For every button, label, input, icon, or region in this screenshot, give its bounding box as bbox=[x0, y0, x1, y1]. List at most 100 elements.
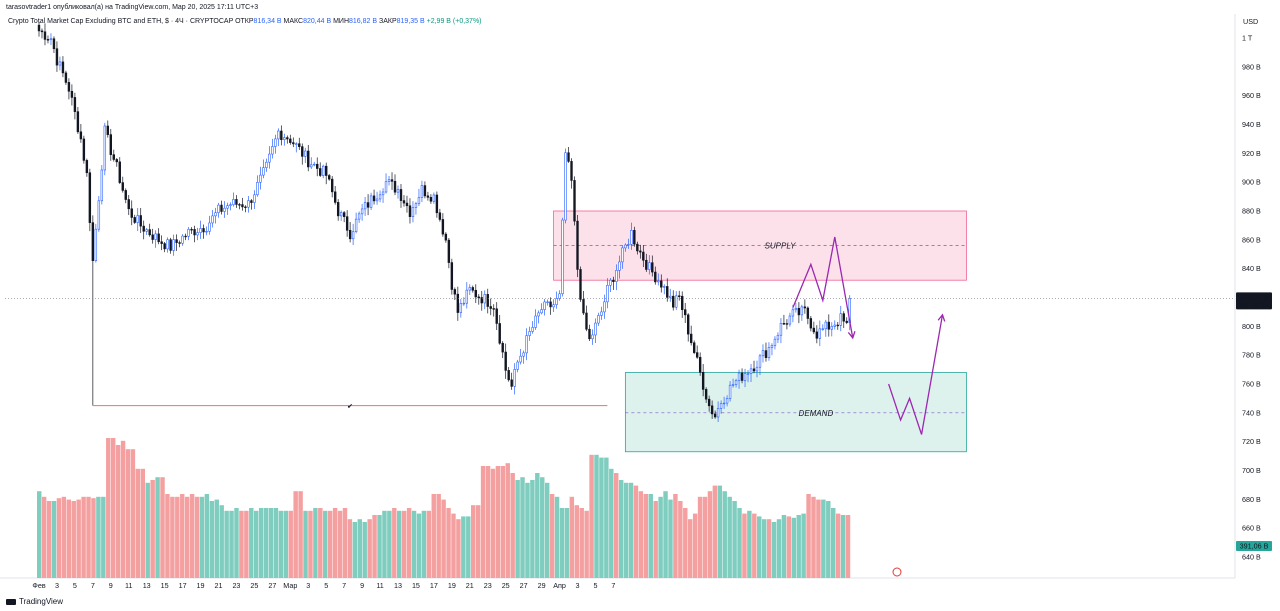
candle-body bbox=[381, 191, 385, 196]
candle-body bbox=[704, 389, 708, 400]
candle-body bbox=[624, 244, 627, 249]
volume-bar bbox=[401, 510, 407, 578]
candle-body bbox=[136, 215, 139, 223]
volume-bar bbox=[752, 513, 757, 578]
x-tick-label: 9 bbox=[360, 581, 364, 590]
candle-body bbox=[241, 204, 244, 208]
candle-body bbox=[435, 194, 439, 214]
candle-body bbox=[366, 202, 370, 208]
volume-bar bbox=[544, 482, 550, 578]
low-label: МИН bbox=[333, 18, 349, 25]
candle-body bbox=[333, 191, 337, 203]
volume-bar bbox=[584, 510, 589, 578]
candle-body bbox=[103, 125, 107, 171]
candle-body bbox=[274, 138, 277, 147]
candle-body bbox=[151, 234, 154, 240]
candle-body bbox=[695, 352, 699, 358]
volume-bar bbox=[372, 515, 377, 578]
close-value: 819,35 B bbox=[396, 18, 425, 25]
volume-bar bbox=[747, 510, 752, 578]
candle-body bbox=[636, 243, 639, 252]
candle-body bbox=[666, 286, 669, 298]
candle-body bbox=[507, 370, 510, 381]
x-tick-label: 5 bbox=[593, 581, 597, 590]
tradingview-brand[interactable]: TradingView bbox=[6, 597, 63, 606]
volume-bar bbox=[653, 501, 658, 578]
volume-bar bbox=[633, 485, 639, 578]
candle-body bbox=[94, 228, 98, 261]
symbol-name[interactable]: Crypto Total Market Cap Excluding BTC an… bbox=[8, 18, 234, 25]
volume-bar bbox=[599, 457, 604, 578]
candle-body bbox=[342, 212, 346, 217]
volume-bar bbox=[579, 508, 584, 578]
candle-body bbox=[654, 271, 657, 283]
candle-body bbox=[627, 244, 630, 246]
candle-body bbox=[737, 372, 741, 381]
y-tick-label: 840 B bbox=[1242, 264, 1261, 273]
candle-body bbox=[689, 333, 693, 344]
candle-body bbox=[740, 372, 744, 381]
candle-body bbox=[145, 229, 148, 232]
volume-bar bbox=[673, 494, 678, 578]
candle-body bbox=[701, 371, 705, 390]
volume-bar bbox=[56, 498, 62, 578]
candle-body bbox=[91, 222, 95, 261]
volume-bar bbox=[505, 463, 510, 578]
symbol-legend: Crypto Total Market Cap Excluding BTC an… bbox=[8, 18, 482, 25]
candle-body bbox=[698, 356, 702, 373]
volume-bar bbox=[712, 485, 718, 578]
candle-body bbox=[489, 306, 492, 309]
volume-bar bbox=[382, 510, 387, 578]
candle-body bbox=[534, 315, 537, 328]
candle-body bbox=[561, 219, 564, 295]
volume-bar bbox=[466, 516, 471, 578]
candle-body bbox=[390, 179, 394, 182]
candle-body bbox=[728, 384, 732, 399]
supply-projection[interactable] bbox=[792, 236, 854, 338]
volume-bar bbox=[214, 499, 219, 578]
volume-bar bbox=[352, 522, 358, 578]
candle-body bbox=[621, 247, 624, 263]
y-tick-label: 640 B bbox=[1242, 553, 1261, 562]
candle-body bbox=[196, 232, 199, 236]
candle-body bbox=[722, 402, 726, 405]
candle-body bbox=[301, 146, 304, 157]
demand-zone[interactable] bbox=[624, 372, 967, 453]
high-value: 820,44 B bbox=[303, 18, 332, 25]
volume-bar bbox=[249, 508, 254, 578]
event-marker-icon[interactable] bbox=[892, 567, 902, 577]
demand-projection[interactable] bbox=[888, 314, 944, 435]
candle-body bbox=[672, 295, 675, 308]
candle-body bbox=[202, 228, 205, 233]
candle-body bbox=[465, 289, 469, 304]
candle-body bbox=[522, 352, 525, 357]
y-tick-label: 780 B bbox=[1242, 351, 1261, 360]
candle-body bbox=[58, 61, 62, 66]
candle-body bbox=[193, 229, 196, 236]
candle-body bbox=[256, 182, 259, 196]
candle-body bbox=[657, 280, 660, 283]
volume-bar bbox=[426, 510, 432, 578]
candle-body bbox=[277, 130, 280, 140]
candle-body bbox=[630, 230, 633, 245]
candle-body bbox=[399, 189, 403, 201]
candle-body bbox=[163, 243, 166, 250]
volume-bar bbox=[761, 519, 767, 578]
x-tick-label: 23 bbox=[232, 581, 240, 590]
volume-bar bbox=[387, 510, 392, 578]
x-tick-label: Фев bbox=[32, 581, 45, 590]
x-tick-label: 7 bbox=[342, 581, 346, 590]
candle-body bbox=[244, 206, 247, 208]
volume-bar bbox=[604, 457, 609, 578]
volume-bar bbox=[145, 482, 150, 578]
volume-bar bbox=[411, 510, 417, 578]
volume-bar bbox=[821, 499, 826, 578]
candle-body bbox=[238, 204, 241, 206]
candle-body bbox=[794, 307, 798, 311]
open-label: ОТКР bbox=[235, 18, 254, 25]
candle-body bbox=[558, 293, 561, 299]
candle-body bbox=[453, 289, 457, 295]
volume-bar bbox=[268, 508, 274, 578]
publisher-line: tarasovtrader1 опубликовал(а) на Trading… bbox=[6, 4, 259, 11]
